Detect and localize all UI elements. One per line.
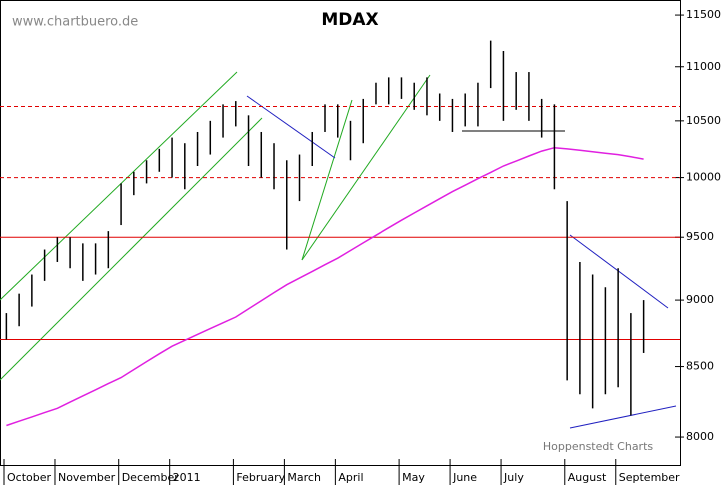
x-tick-label: March <box>287 471 321 484</box>
trend-line <box>301 74 431 261</box>
x-tick-label: September <box>619 471 680 484</box>
moving-average <box>6 146 644 427</box>
x-tick-label: June <box>452 471 477 484</box>
x-tick-label: July <box>503 471 524 484</box>
chart-title: MDAX <box>321 10 378 30</box>
trend-line <box>569 405 677 429</box>
trend-line <box>0 117 263 381</box>
watermark: www.chartbuero.de <box>12 15 138 30</box>
x-tick-label: August <box>568 471 607 484</box>
trend-line <box>569 234 669 309</box>
plot-frame <box>0 0 681 466</box>
x-tick-label: 2011 <box>173 471 201 484</box>
x-tick-label: May <box>402 471 425 484</box>
source-note: Hoppenstedt Charts <box>543 440 654 453</box>
y-tick-label: 10000 <box>686 171 721 184</box>
y-tick-label: 8500 <box>686 360 714 373</box>
x-tick-label: February <box>236 471 285 484</box>
trend-line <box>0 71 238 301</box>
trend-lines <box>0 71 677 429</box>
x-tick-label: November <box>58 471 116 484</box>
x-tick-label: April <box>338 471 363 484</box>
y-tick-label: 11000 <box>686 60 721 73</box>
x-tick-label: October <box>7 471 51 484</box>
y-tick-label: 9000 <box>686 293 714 306</box>
y-tick-label: 8000 <box>686 430 714 443</box>
trend-line <box>301 99 353 261</box>
y-tick-label: 10500 <box>686 114 721 127</box>
y-tick-label: 9500 <box>686 230 714 243</box>
x-tick-label: December <box>122 471 180 484</box>
y-tick-label: 11500 <box>686 8 721 21</box>
